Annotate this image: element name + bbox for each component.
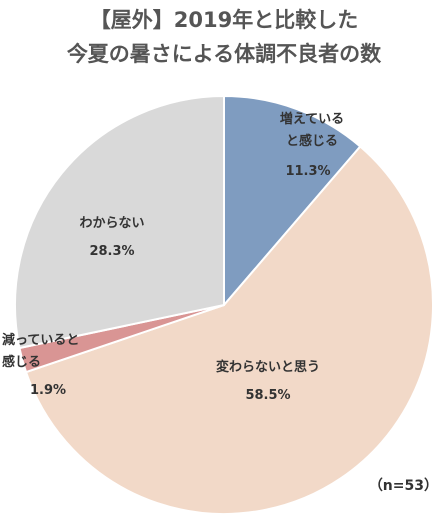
pie-slice-1 [223,94,362,308]
slice-label-1-line-1: 増えている [280,111,344,127]
slice-value-label-3: 1.9% [30,383,66,398]
pie-slice-4 [14,94,225,350]
slice-label-3-line-1: 減っていると [2,332,79,348]
pie-slice-2 [24,145,434,515]
slice-value-label-2: 58.5% [245,388,290,403]
slice-label-4-line-1: わからない [79,216,144,231]
slice-value-label-1: 11.3% [285,164,330,179]
sample-size-note: （n=53） [368,478,438,494]
slice-value-label-4: 28.3% [89,244,134,259]
chart-title-line-1: 【屋外】2019年と比較した [89,8,359,32]
slice-label-3-line-2: 感じる [2,354,41,370]
chart-title-line-2: 今夏の暑さによる体調不良者の数 [66,42,382,66]
slice-label-1-line-2: と感じる [286,133,338,149]
slice-label-2-line-1: 変わらないと思う [216,359,320,375]
